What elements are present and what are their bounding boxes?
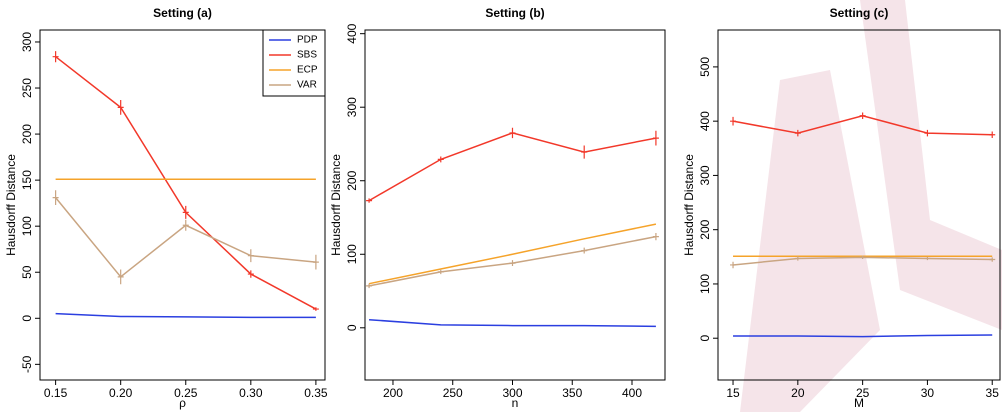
x-tick-label: 250 [443,386,463,400]
x-tick-label: 30 [921,386,935,400]
x-tick-label: 20 [791,386,805,400]
x-tick-label: 350 [562,386,582,400]
y-tick-label: 150 [20,170,34,190]
y-tick-label: 100 [20,216,34,236]
legend-label: SBS [297,50,317,61]
x-tick-label: 0.35 [304,386,328,400]
y-tick-label: 200 [698,219,712,239]
panel-title: Setting (b) [485,6,544,20]
watermark [740,70,880,412]
y-axis-label: Hausdorff Distance [329,154,343,256]
y-tick-label: 200 [20,124,34,144]
y-tick-label: 0 [345,324,359,331]
series-line [368,223,657,285]
error-bar [312,254,319,270]
series-line [368,132,657,202]
error-bar [117,269,124,285]
error-bar [182,205,189,219]
panel-title: Setting (c) [830,6,889,20]
error-bar [581,247,588,254]
legend-label: VAR [297,80,317,91]
error-bar [652,130,659,146]
series-line [369,318,656,328]
x-tick-label: 400 [622,386,642,400]
error-bar [437,269,444,275]
y-axis-label: Hausdorff Distance [4,154,18,256]
error-bar [794,256,801,261]
x-tick-label: 0.25 [174,386,198,400]
error-bar [52,190,59,205]
series-line [733,334,993,338]
error-bar [730,261,737,269]
error-bar [924,129,931,137]
plot-frame [39,29,326,381]
error-bar [366,198,373,203]
plot-frame [717,29,1001,381]
y-tick-label: 300 [20,32,34,52]
y-tick-label: 100 [345,244,359,264]
error-bar [117,100,124,115]
error-bar [989,257,996,262]
x-tick-label: 25 [856,386,870,400]
error-bar [794,129,801,137]
x-axis-label: M [854,396,864,410]
x-tick-label: 15 [726,386,740,400]
y-tick-label: -50 [20,355,34,373]
watermark [860,0,1002,330]
error-bar [437,156,444,163]
error-bar [989,131,996,138]
y-tick-label: 400 [698,111,712,131]
error-bar [52,51,59,63]
y-tick-label: 100 [698,274,712,294]
error-bar [509,127,516,139]
x-axis-label: n [512,396,519,410]
error-bar [859,255,866,259]
error-bar [924,256,931,261]
series-line [55,312,316,319]
error-bar [652,232,659,241]
error-bar [247,270,254,278]
plot-frame [364,29,666,381]
error-bar [509,260,516,267]
x-tick-label: 0.30 [239,386,263,400]
x-tick-label: 0.15 [44,386,68,400]
y-tick-label: 0 [20,315,34,322]
y-tick-label: 300 [698,165,712,185]
y-tick-label: 300 [345,97,359,117]
error-bar [247,249,254,263]
error-bar [859,112,866,119]
x-tick-label: 200 [383,386,403,400]
y-tick-label: 250 [20,78,34,98]
error-bar [730,116,737,126]
error-bar [312,307,319,311]
error-bar [366,283,373,289]
x-tick-label: 300 [502,386,522,400]
y-tick-label: 400 [345,23,359,43]
panel-title: Setting (a) [153,6,212,20]
x-tick-label: 35 [986,386,1000,400]
y-tick-label: 500 [698,57,712,77]
error-bar [182,219,189,231]
legend-label: ECP [297,65,318,76]
y-tick-label: 50 [20,265,34,279]
y-axis-label: Hausdorff Distance [682,154,696,256]
error-bar [581,145,588,159]
x-tick-label: 0.20 [109,386,133,400]
legend-label: PDP [297,35,318,46]
y-tick-label: 0 [698,335,712,342]
y-tick-label: 200 [345,170,359,190]
x-axis-label: ρ [179,396,186,410]
